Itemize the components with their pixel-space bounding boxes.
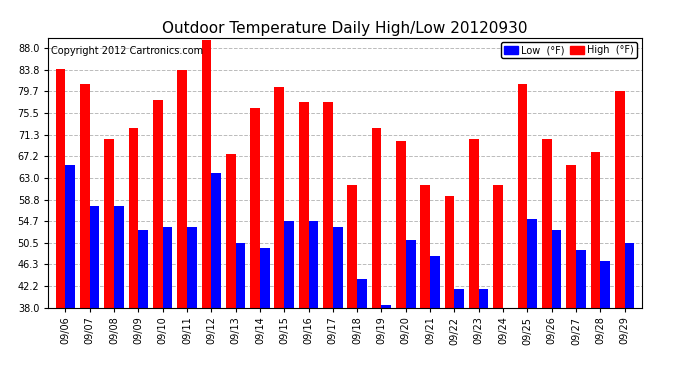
Title: Outdoor Temperature Daily High/Low 20120930: Outdoor Temperature Daily High/Low 20120…	[162, 21, 528, 36]
Bar	[260, 248, 270, 375]
Bar	[566, 165, 576, 375]
Bar	[114, 206, 124, 375]
Bar	[624, 243, 634, 375]
Bar	[503, 308, 513, 375]
Bar	[430, 256, 440, 375]
Bar	[591, 152, 600, 375]
Bar	[372, 128, 382, 375]
Bar	[201, 40, 211, 375]
Bar	[406, 240, 415, 375]
Bar	[527, 219, 537, 375]
Bar	[357, 279, 367, 375]
Bar	[299, 102, 308, 375]
Bar	[250, 108, 260, 375]
Bar	[211, 172, 221, 375]
Bar	[177, 70, 187, 375]
Bar	[552, 230, 562, 375]
Bar	[600, 261, 610, 375]
Bar	[226, 154, 235, 375]
Bar	[187, 227, 197, 375]
Bar	[275, 87, 284, 375]
Bar	[80, 84, 90, 375]
Bar	[284, 221, 294, 375]
Text: Copyright 2012 Cartronics.com: Copyright 2012 Cartronics.com	[51, 46, 204, 56]
Bar	[493, 186, 503, 375]
Bar	[382, 305, 391, 375]
Bar	[542, 139, 552, 375]
Bar	[479, 290, 489, 375]
Bar	[518, 84, 527, 375]
Bar	[235, 243, 245, 375]
Bar	[455, 290, 464, 375]
Bar	[308, 221, 318, 375]
Bar	[323, 102, 333, 375]
Bar	[90, 206, 99, 375]
Bar	[420, 186, 430, 375]
Bar	[138, 230, 148, 375]
Bar	[615, 91, 624, 375]
Bar	[348, 186, 357, 375]
Bar	[396, 141, 406, 375]
Bar	[576, 251, 586, 375]
Bar	[163, 227, 172, 375]
Legend: Low  (°F), High  (°F): Low (°F), High (°F)	[501, 42, 637, 58]
Bar	[104, 139, 114, 375]
Bar	[66, 165, 75, 375]
Bar	[153, 100, 163, 375]
Bar	[128, 128, 138, 375]
Bar	[469, 139, 479, 375]
Bar	[333, 227, 342, 375]
Bar	[56, 69, 66, 375]
Bar	[445, 196, 455, 375]
